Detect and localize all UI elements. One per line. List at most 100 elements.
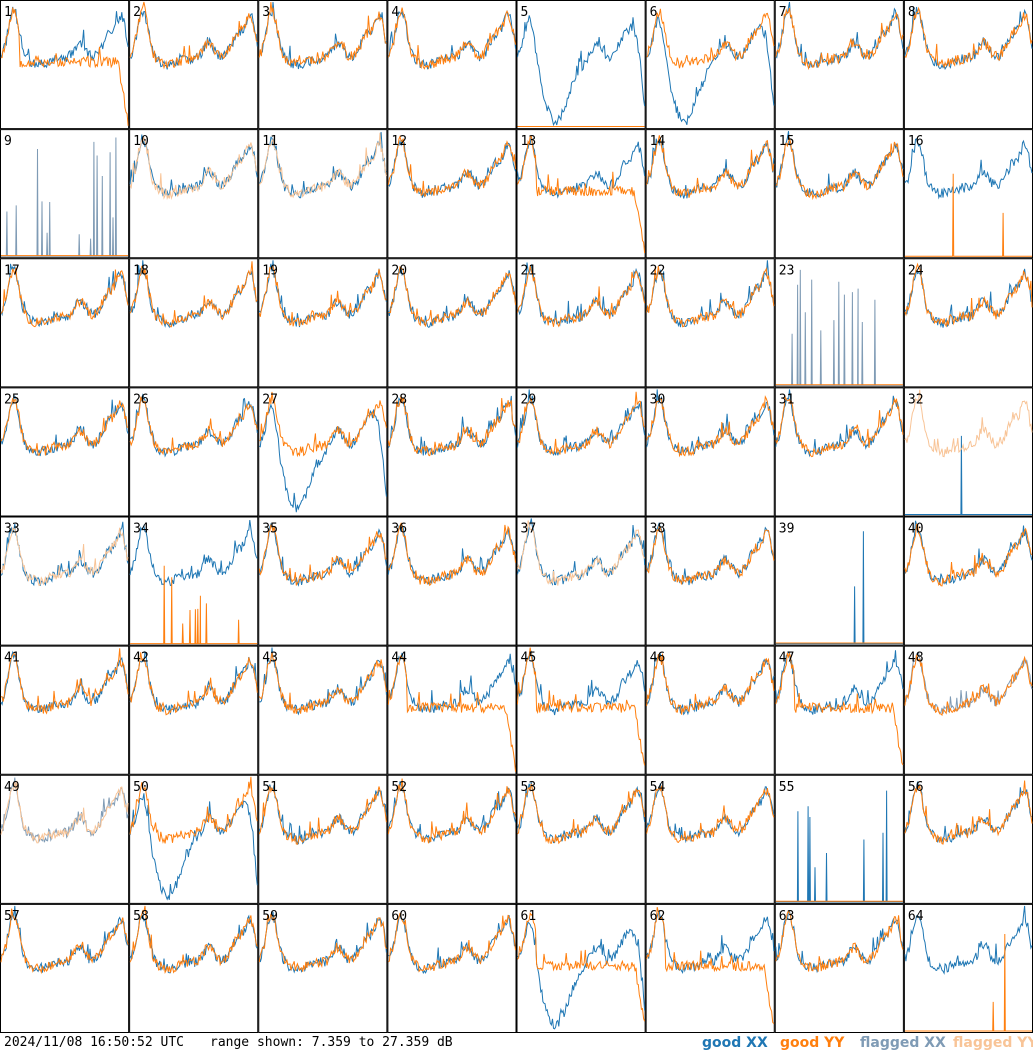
panel-26: 26 [129, 387, 259, 517]
panel-label: 64 [908, 909, 924, 924]
panel-label: 45 [521, 651, 537, 666]
yy-trace [387, 134, 516, 197]
panel-47: 47 [774, 645, 904, 775]
yy-trace [517, 265, 646, 328]
panel-6: 6 [645, 0, 775, 130]
panel-40: 40 [903, 516, 1033, 646]
panel-frame [387, 0, 517, 130]
panel-frame [774, 129, 904, 259]
xx-trace [904, 138, 1033, 200]
panel-label: 12 [391, 134, 407, 149]
yy-trace [387, 7, 516, 70]
panel-48: 48 [903, 645, 1033, 775]
panel-frame [258, 645, 388, 775]
legend-flagged-xx: flagged XX [860, 1035, 946, 1051]
panel-5: 5 [516, 0, 646, 130]
yy-trace [517, 135, 646, 254]
panel-label: 42 [133, 651, 149, 666]
yy-trace [387, 395, 516, 457]
yy-trace [388, 265, 516, 327]
yy-trace [258, 523, 387, 586]
panel-label: 57 [4, 909, 20, 924]
panel-label: 10 [133, 134, 149, 149]
panel-label: 30 [650, 392, 666, 407]
panel-frame [129, 903, 259, 1033]
panel-label: 8 [908, 5, 916, 20]
panel-frame [903, 129, 1033, 259]
panel-label: 37 [521, 522, 537, 537]
xx-trace [388, 10, 516, 70]
yy-trace [646, 906, 775, 1025]
panel-frame [645, 903, 775, 1033]
panel-10: 10 [129, 129, 259, 259]
xx-trace [129, 520, 258, 586]
panel-frame [387, 258, 517, 388]
legend-good-xx: good XX [702, 1035, 768, 1051]
panel-57: 57 [0, 903, 130, 1033]
panel-label: 20 [391, 263, 407, 278]
panel-4: 4 [387, 0, 517, 130]
yy-trace [646, 524, 775, 585]
panel-frame [774, 0, 904, 130]
panel-frame [387, 387, 517, 517]
panel-14: 14 [645, 129, 775, 259]
panel-45: 45 [516, 645, 646, 775]
panel-25: 25 [0, 387, 130, 517]
panel-frame [387, 129, 517, 259]
yy-trace [388, 912, 516, 973]
panel-frame [645, 387, 775, 517]
panel-frame [903, 0, 1033, 130]
xx-trace [387, 781, 516, 843]
yy-trace [387, 654, 516, 772]
panel-frame [258, 0, 388, 130]
panel-41: 41 [0, 645, 130, 775]
panel-frame [645, 129, 775, 259]
panel-label: 2 [133, 5, 141, 20]
yy-trace [387, 778, 516, 844]
panel-27: 27 [258, 387, 388, 517]
panel-frame [903, 903, 1033, 1033]
panel-43: 43 [258, 645, 388, 775]
xx-trace [129, 793, 258, 901]
panel-label: 36 [391, 522, 407, 537]
xx-trace [259, 403, 387, 513]
xx-trace [775, 910, 904, 974]
yy-trace [904, 6, 1033, 69]
yy-trace [904, 389, 1033, 458]
panel-frame [258, 387, 388, 517]
panel-13: 13 [516, 129, 646, 259]
yy-trace [775, 910, 904, 972]
panel-52: 52 [387, 774, 517, 904]
xx-trace [904, 520, 1033, 586]
panel-frame [903, 387, 1033, 517]
panel-label: 19 [262, 263, 278, 278]
panel-frame [0, 645, 130, 775]
xx-trace [129, 10, 258, 70]
panel-label: 40 [908, 522, 924, 537]
xx-trace [517, 921, 646, 1030]
panel-frame [129, 387, 259, 517]
panel-label: 35 [262, 522, 278, 537]
yy-trace [775, 136, 904, 201]
xx-trace [646, 653, 775, 716]
xx-trace [904, 268, 1032, 328]
yy-trace [259, 391, 387, 458]
yy-trace [258, 132, 387, 199]
xx-trace [517, 650, 646, 716]
panel-label: 58 [133, 909, 149, 924]
panel-28: 28 [387, 387, 517, 517]
panel-11: 11 [258, 129, 388, 259]
yy-trace [0, 398, 129, 456]
panel-label: 59 [262, 909, 278, 924]
xx-trace [258, 523, 387, 587]
panel-label: 25 [4, 392, 20, 407]
panel-2: 2 [129, 0, 259, 130]
panel-30: 30 [645, 387, 775, 517]
panel-29: 29 [516, 387, 646, 517]
panel-frame [129, 258, 259, 388]
yy-trace [129, 776, 258, 844]
yy-trace [1, 648, 129, 715]
panel-label: 27 [262, 392, 278, 407]
xx-trace [387, 139, 516, 198]
